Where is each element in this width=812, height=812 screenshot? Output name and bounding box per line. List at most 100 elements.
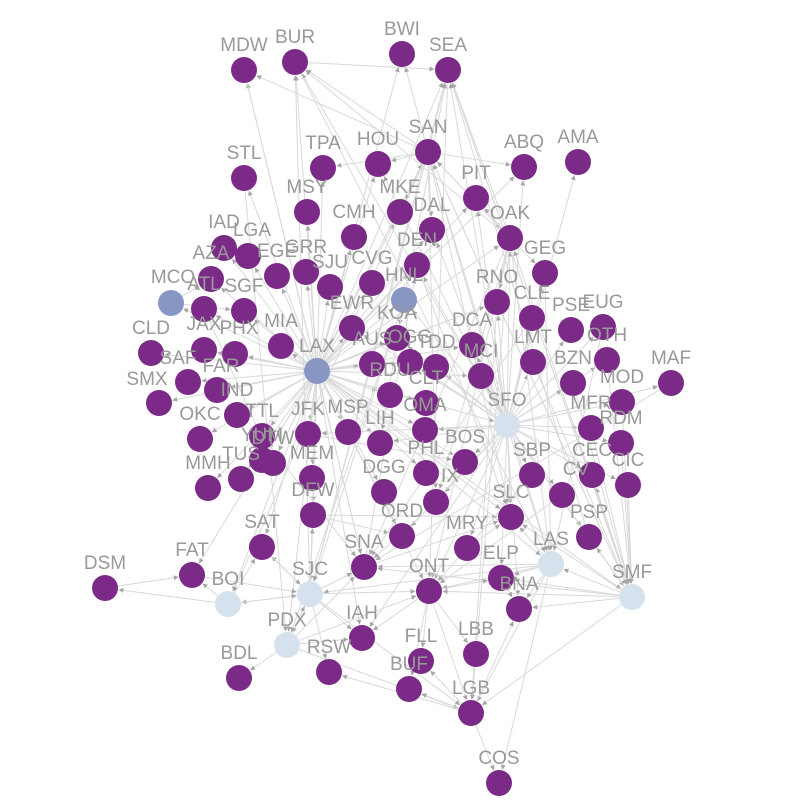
node-aus[interactable] [359, 351, 385, 377]
node-sfo[interactable] [494, 412, 520, 438]
node-cld[interactable] [138, 340, 164, 366]
node-tpa[interactable] [310, 155, 336, 181]
node-pse[interactable] [558, 317, 584, 343]
node-bos[interactable] [452, 449, 478, 475]
node-cos[interactable] [486, 770, 512, 796]
node-dgg[interactable] [371, 479, 397, 505]
node-iad[interactable] [211, 235, 237, 261]
node-bwi[interactable] [389, 41, 415, 67]
node-mdw[interactable] [231, 57, 257, 83]
node-psp[interactable] [576, 524, 602, 550]
node-sna[interactable] [351, 554, 377, 580]
node-eug[interactable] [590, 314, 616, 340]
node-mke[interactable] [387, 199, 413, 225]
node-grr[interactable] [293, 259, 319, 285]
node-cic[interactable] [615, 472, 641, 498]
node-dtw[interactable] [260, 450, 286, 476]
node-maf[interactable] [658, 370, 684, 396]
node-oak[interactable] [497, 225, 523, 251]
node-mci[interactable] [468, 363, 494, 389]
node-lih[interactable] [367, 430, 393, 456]
node-jax[interactable] [191, 337, 217, 363]
node-abq[interactable] [511, 154, 537, 180]
node-phx[interactable] [222, 341, 248, 367]
node-pit[interactable] [463, 185, 489, 211]
node-rdu[interactable] [377, 382, 403, 408]
node-ttl[interactable] [249, 423, 275, 449]
node-lax[interactable] [304, 358, 330, 384]
node-sjc[interactable] [297, 581, 323, 607]
node-rno[interactable] [484, 289, 510, 315]
node-slc[interactable] [498, 504, 524, 530]
node-hou[interactable] [365, 151, 391, 177]
node-oth[interactable] [594, 347, 620, 373]
node-cvd[interactable] [549, 482, 575, 508]
node-sat[interactable] [249, 534, 275, 560]
node-dal[interactable] [419, 217, 445, 243]
node-iah[interactable] [349, 625, 375, 651]
node-okc[interactable] [187, 426, 213, 452]
node-ewr[interactable] [339, 315, 365, 341]
node-oma[interactable] [412, 417, 438, 443]
node-smx[interactable] [146, 390, 172, 416]
node-sju[interactable] [317, 274, 343, 300]
node-mco[interactable] [158, 290, 184, 316]
node-den[interactable] [404, 252, 430, 278]
node-aza[interactable] [198, 266, 224, 292]
node-mfr[interactable] [578, 415, 604, 441]
node-fat[interactable] [179, 562, 205, 588]
node-far[interactable] [204, 377, 230, 403]
node-stl[interactable] [231, 165, 257, 191]
node-atl[interactable] [191, 296, 217, 322]
node-ind[interactable] [224, 402, 250, 428]
node-cvg[interactable] [359, 270, 385, 296]
node-phx2[interactable] [423, 489, 449, 515]
node-lmt[interactable] [520, 349, 546, 375]
node-smf[interactable] [619, 584, 645, 610]
node-ogg[interactable] [397, 349, 423, 375]
node-tus[interactable] [228, 466, 254, 492]
node-sea[interactable] [435, 57, 461, 83]
node-dsm[interactable] [92, 575, 118, 601]
node-mem[interactable] [299, 465, 325, 491]
node-ont[interactable] [416, 578, 442, 604]
node-ege[interactable] [264, 263, 290, 289]
node-lgb[interactable] [458, 700, 484, 726]
node-boi[interactable] [215, 591, 241, 617]
node-ord[interactable] [389, 523, 415, 549]
node-elp[interactable] [488, 565, 514, 591]
node-san[interactable] [415, 139, 441, 165]
node-sbp[interactable] [519, 462, 545, 488]
node-pdx[interactable] [274, 632, 300, 658]
node-bna[interactable] [506, 596, 532, 622]
node-ama[interactable] [565, 149, 591, 175]
node-bdl[interactable] [226, 665, 252, 691]
node-geg[interactable] [532, 260, 558, 286]
node-dca[interactable] [459, 332, 485, 358]
node-mmh[interactable] [195, 475, 221, 501]
node-jfk[interactable] [295, 421, 321, 447]
node-bur[interactable] [282, 49, 308, 75]
node-koa[interactable] [384, 325, 410, 351]
node-sgf[interactable] [231, 298, 257, 324]
node-saf[interactable] [175, 369, 201, 395]
node-mia[interactable] [268, 333, 294, 359]
node-fll[interactable] [408, 648, 434, 674]
node-rdm[interactable] [608, 430, 634, 456]
node-mod[interactable] [609, 389, 635, 415]
node-clt[interactable] [413, 390, 439, 416]
node-phl[interactable] [413, 460, 439, 486]
node-las[interactable] [538, 551, 564, 577]
node-lga[interactable] [235, 243, 261, 269]
node-lbb[interactable] [463, 641, 489, 667]
node-buf[interactable] [396, 676, 422, 702]
node-msp[interactable] [335, 419, 361, 445]
node-hnl[interactable] [391, 287, 417, 313]
node-msy[interactable] [294, 199, 320, 225]
node-cmh[interactable] [341, 224, 367, 250]
node-cec[interactable] [579, 462, 605, 488]
node-cle[interactable] [519, 305, 545, 331]
node-dfw[interactable] [300, 502, 326, 528]
node-mry[interactable] [454, 535, 480, 561]
node-tdd[interactable] [423, 354, 449, 380]
